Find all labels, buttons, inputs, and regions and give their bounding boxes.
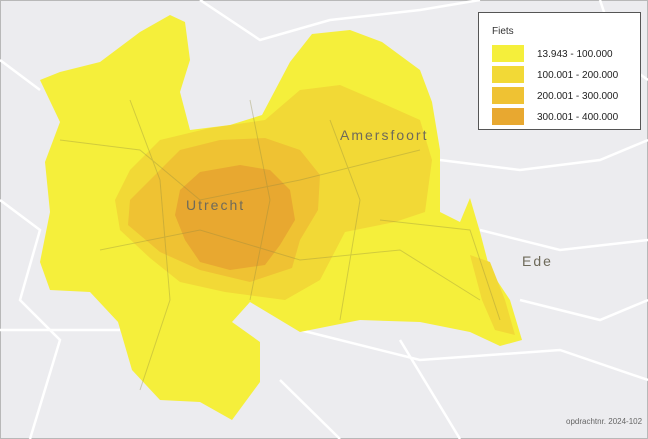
footer: opdrachtnr. 2024-102 xyxy=(566,417,643,426)
legend-label: 300.001 - 400.000 xyxy=(537,112,619,123)
legend: Fiets 13.943 - 100.000 100.001 - 200.000 2… xyxy=(478,12,641,130)
place-label: Ede xyxy=(522,253,553,269)
province xyxy=(40,15,522,420)
legend-swatch xyxy=(492,87,524,104)
place-label: Utrecht xyxy=(186,197,245,213)
legend-label: 100.001 - 200.000 xyxy=(537,70,619,81)
legend-label: 200.001 - 300.000 xyxy=(537,91,619,102)
legend-swatch xyxy=(492,45,524,62)
zone-high xyxy=(175,165,295,270)
legend-title: Fiets xyxy=(492,26,514,37)
legend-swatch xyxy=(492,108,524,125)
zone-mid-low xyxy=(470,255,515,335)
legend-label: 13.943 - 100.000 xyxy=(537,49,613,60)
legend-items: 13.943 - 100.000 100.001 - 200.000 200.001… xyxy=(492,45,619,125)
legend-swatch xyxy=(492,66,524,83)
place-label: Amersfoort xyxy=(340,127,428,143)
